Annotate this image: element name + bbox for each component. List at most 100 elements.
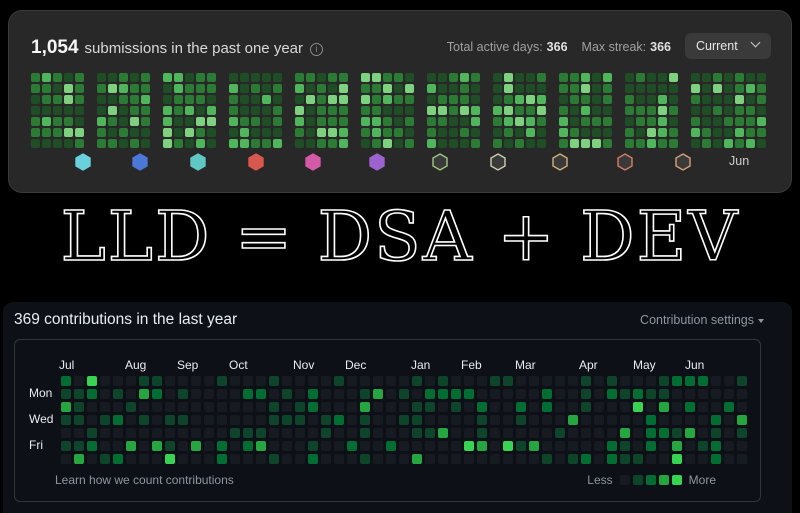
contribution-day-cell[interactable] xyxy=(139,415,149,425)
contribution-day-cell[interactable] xyxy=(659,402,669,412)
contribution-day-cell[interactable] xyxy=(321,402,331,412)
submission-day-cell[interactable] xyxy=(405,106,414,115)
submission-day-cell[interactable] xyxy=(713,95,722,104)
submission-day-cell[interactable] xyxy=(130,73,139,82)
contribution-day-cell[interactable] xyxy=(620,402,630,412)
contribution-day-cell[interactable] xyxy=(477,389,487,399)
contribution-day-cell[interactable] xyxy=(477,441,487,451)
submission-day-cell[interactable] xyxy=(306,139,315,148)
contribution-day-cell[interactable] xyxy=(646,376,656,386)
contribution-day-cell[interactable] xyxy=(425,402,435,412)
contribution-day-cell[interactable] xyxy=(334,402,344,412)
submission-day-cell[interactable] xyxy=(735,106,744,115)
contribution-day-cell[interactable] xyxy=(620,389,630,399)
submission-day-cell[interactable] xyxy=(570,84,579,93)
submission-day-cell[interactable] xyxy=(449,106,458,115)
contribution-day-cell[interactable] xyxy=(555,428,565,438)
submission-day-cell[interactable] xyxy=(438,128,447,137)
submission-day-cell[interactable] xyxy=(757,128,766,137)
contribution-day-cell[interactable] xyxy=(334,389,344,399)
submission-day-cell[interactable] xyxy=(427,139,436,148)
contribution-day-cell[interactable] xyxy=(607,441,617,451)
submission-day-cell[interactable] xyxy=(493,84,502,93)
submission-day-cell[interactable] xyxy=(251,117,260,126)
contribution-day-cell[interactable] xyxy=(61,402,71,412)
submission-day-cell[interactable] xyxy=(361,95,370,104)
contribution-day-cell[interactable] xyxy=(347,454,357,464)
submission-day-cell[interactable] xyxy=(383,106,392,115)
submission-day-cell[interactable] xyxy=(438,139,447,148)
contribution-day-cell[interactable] xyxy=(568,454,578,464)
submission-day-cell[interactable] xyxy=(438,117,447,126)
contribution-day-cell[interactable] xyxy=(347,402,357,412)
submission-day-cell[interactable] xyxy=(559,139,568,148)
submission-day-cell[interactable] xyxy=(724,73,733,82)
contribution-day-cell[interactable] xyxy=(698,454,708,464)
contribution-day-cell[interactable] xyxy=(178,428,188,438)
submission-day-cell[interactable] xyxy=(394,84,403,93)
submission-day-cell[interactable] xyxy=(449,84,458,93)
submission-day-cell[interactable] xyxy=(691,117,700,126)
contribution-day-cell[interactable] xyxy=(438,441,448,451)
submission-day-cell[interactable] xyxy=(295,106,304,115)
submission-day-cell[interactable] xyxy=(31,73,40,82)
submission-day-cell[interactable] xyxy=(581,95,590,104)
submission-day-cell[interactable] xyxy=(625,139,634,148)
contribution-day-cell[interactable] xyxy=(269,376,279,386)
submission-day-cell[interactable] xyxy=(438,73,447,82)
submission-day-cell[interactable] xyxy=(493,73,502,82)
submission-day-cell[interactable] xyxy=(174,84,183,93)
badge-icon[interactable] xyxy=(432,153,448,171)
contribution-day-cell[interactable] xyxy=(230,415,240,425)
submission-day-cell[interactable] xyxy=(515,106,524,115)
contribution-day-cell[interactable] xyxy=(581,402,591,412)
contribution-day-cell[interactable] xyxy=(542,376,552,386)
contribution-day-cell[interactable] xyxy=(542,441,552,451)
contribution-day-cell[interactable] xyxy=(620,441,630,451)
contribution-day-cell[interactable] xyxy=(425,428,435,438)
contribution-day-cell[interactable] xyxy=(594,376,604,386)
contribution-day-cell[interactable] xyxy=(100,415,110,425)
submission-day-cell[interactable] xyxy=(559,84,568,93)
submission-day-cell[interactable] xyxy=(394,128,403,137)
submission-day-cell[interactable] xyxy=(592,139,601,148)
contribution-day-cell[interactable] xyxy=(334,428,344,438)
contribution-day-cell[interactable] xyxy=(321,389,331,399)
submission-day-cell[interactable] xyxy=(42,106,51,115)
submission-day-cell[interactable] xyxy=(185,95,194,104)
contribution-day-cell[interactable] xyxy=(399,454,409,464)
contribution-day-cell[interactable] xyxy=(256,454,266,464)
contribution-day-cell[interactable] xyxy=(100,376,110,386)
contribution-day-cell[interactable] xyxy=(503,402,513,412)
submission-day-cell[interactable] xyxy=(108,106,117,115)
contribution-day-cell[interactable] xyxy=(464,402,474,412)
contribution-day-cell[interactable] xyxy=(555,454,565,464)
submission-day-cell[interactable] xyxy=(42,117,51,126)
submission-day-cell[interactable] xyxy=(394,139,403,148)
submission-day-cell[interactable] xyxy=(647,84,656,93)
submission-day-cell[interactable] xyxy=(427,84,436,93)
contribution-day-cell[interactable] xyxy=(711,415,721,425)
contribution-day-cell[interactable] xyxy=(282,402,292,412)
submission-day-cell[interactable] xyxy=(581,73,590,82)
submission-day-cell[interactable] xyxy=(295,73,304,82)
submission-day-cell[interactable] xyxy=(383,73,392,82)
contribution-day-cell[interactable] xyxy=(269,402,279,412)
badge-icon[interactable] xyxy=(190,153,206,171)
contribution-day-cell[interactable] xyxy=(347,376,357,386)
submission-day-cell[interactable] xyxy=(691,139,700,148)
submission-day-cell[interactable] xyxy=(339,117,348,126)
submission-day-cell[interactable] xyxy=(185,73,194,82)
submission-day-cell[interactable] xyxy=(229,139,238,148)
submission-day-cell[interactable] xyxy=(207,139,216,148)
badge-icon[interactable] xyxy=(369,153,385,171)
submission-day-cell[interactable] xyxy=(372,84,381,93)
submission-day-cell[interactable] xyxy=(174,73,183,82)
contribution-day-cell[interactable] xyxy=(529,376,539,386)
submission-day-cell[interactable] xyxy=(196,95,205,104)
contribution-day-cell[interactable] xyxy=(74,402,84,412)
submission-day-cell[interactable] xyxy=(361,128,370,137)
contribution-day-cell[interactable] xyxy=(269,454,279,464)
contribution-day-cell[interactable] xyxy=(490,376,500,386)
submission-day-cell[interactable] xyxy=(361,117,370,126)
